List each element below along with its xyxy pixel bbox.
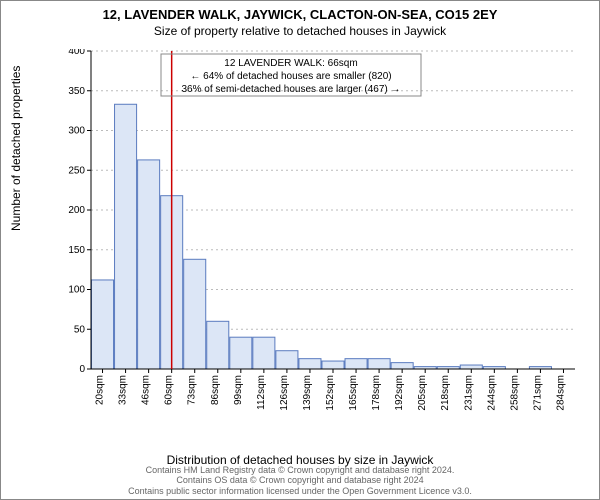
x-tick-label: 73sqm: [187, 375, 198, 405]
x-tick-label: 258sqm: [509, 375, 520, 411]
x-tick-label: 152sqm: [325, 375, 336, 411]
histogram-bar: [345, 359, 367, 369]
histogram-bar: [391, 363, 413, 369]
histogram-bar: [92, 280, 114, 369]
x-tick-label: 178sqm: [371, 375, 382, 411]
histogram-bar: [276, 351, 298, 369]
x-tick-label: 139sqm: [302, 375, 313, 411]
annotation-line1: 12 LAVENDER WALK: 66sqm: [224, 58, 357, 69]
chart-container: 12, LAVENDER WALK, JAYWICK, CLACTON-ON-S…: [0, 0, 600, 500]
y-tick-label: 50: [74, 324, 86, 335]
histogram-bar: [322, 361, 344, 369]
histogram-bar: [299, 359, 321, 369]
x-tick-label: 112sqm: [256, 375, 267, 410]
footer-line1: Contains HM Land Registry data © Crown c…: [1, 465, 599, 476]
footer-line3: Contains public sector information licen…: [1, 486, 599, 497]
chart-title-main: 12, LAVENDER WALK, JAYWICK, CLACTON-ON-S…: [1, 7, 599, 22]
histogram-bar: [207, 321, 229, 369]
plot-svg: 0 50 100 150 200 250 300 350 400 20sqm 33sqm 46sqm 6…: [61, 49, 581, 419]
x-tick-label: 46sqm: [141, 375, 152, 405]
x-tick-label: 244sqm: [486, 375, 497, 411]
x-tick-label: 99sqm: [233, 375, 244, 405]
x-tick-label: 284sqm: [555, 375, 566, 411]
x-tick-label: 86sqm: [210, 375, 221, 405]
annotation-line3: 36% of semi-detached houses are larger (…: [181, 84, 400, 95]
histogram-bar: [230, 337, 252, 369]
x-tick-label: 271sqm: [532, 375, 543, 411]
footer-line2: Contains OS data © Crown copyright and d…: [1, 475, 599, 486]
y-tick-label: 250: [68, 165, 85, 176]
histogram-bar: [184, 259, 206, 369]
histogram-bar: [460, 365, 482, 369]
histogram-bar: [138, 160, 160, 369]
footer-text: Contains HM Land Registry data © Crown c…: [1, 465, 599, 497]
y-axis-label: Number of detached properties: [9, 66, 23, 231]
histogram-bar: [115, 104, 137, 369]
y-tick-label: 350: [68, 86, 85, 97]
x-tick-label: 231sqm: [463, 375, 474, 411]
x-tick-label: 20sqm: [95, 375, 106, 405]
histogram-bar: [368, 359, 390, 369]
annotation-line2: ← 64% of detached houses are smaller (82…: [190, 71, 391, 82]
y-tick-label: 100: [68, 285, 85, 296]
y-tick-label: 150: [68, 245, 85, 256]
chart-title-sub: Size of property relative to detached ho…: [1, 24, 599, 38]
chart-area: 0 50 100 150 200 250 300 350 400 20sqm 33sqm 46sqm 6…: [61, 49, 581, 419]
x-tick-label: 192sqm: [394, 375, 405, 411]
x-tick-label: 205sqm: [417, 375, 428, 411]
y-tick-label: 400: [68, 49, 85, 57]
histogram-bar: [253, 337, 275, 369]
y-tick-label: 200: [68, 205, 85, 216]
y-tick-label: 0: [79, 364, 85, 375]
x-tick-label: 218sqm: [440, 375, 451, 411]
x-tick-label: 126sqm: [279, 375, 290, 411]
y-tick-label: 300: [68, 126, 85, 137]
x-tick-label: 60sqm: [164, 375, 175, 405]
x-tick-label: 165sqm: [348, 375, 359, 411]
x-tick-label: 33sqm: [118, 375, 129, 405]
